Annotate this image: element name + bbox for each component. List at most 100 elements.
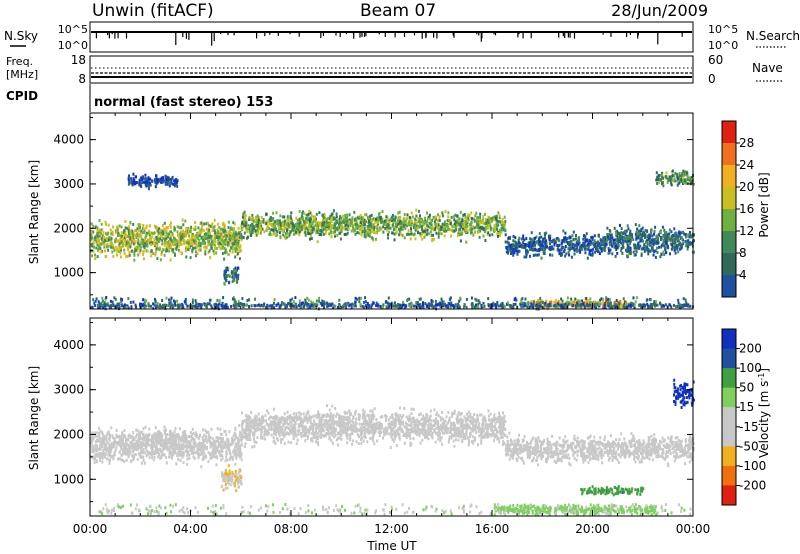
- power-cell: [660, 173, 662, 177]
- power-cell: [428, 225, 431, 229]
- power-cell: [157, 178, 160, 182]
- power-cell: [649, 298, 652, 302]
- power-cell: [244, 224, 247, 228]
- power-cell: [654, 303, 656, 306]
- power-cell: [492, 301, 495, 305]
- power-cell: [664, 303, 667, 307]
- power-cell: [346, 213, 349, 217]
- power-cell: [255, 233, 258, 237]
- power-cell: [223, 273, 226, 277]
- power-cell: [575, 234, 577, 237]
- power-cell: [307, 298, 310, 302]
- power-cell: [625, 236, 628, 240]
- power-cell: [285, 304, 288, 308]
- power-cell: [230, 246, 233, 250]
- power-cell: [421, 219, 424, 223]
- power-cell: [439, 304, 442, 308]
- power-cell: [538, 247, 541, 251]
- power-cell: [96, 232, 99, 236]
- power-cell: [150, 243, 153, 247]
- power-cell: [119, 251, 122, 255]
- power-cell: [647, 247, 650, 251]
- power-cell: [650, 305, 653, 309]
- power-cell: [408, 220, 411, 223]
- power-cell: [458, 222, 461, 226]
- power-cell: [169, 181, 172, 185]
- power-cell: [320, 233, 323, 237]
- power-cell: [484, 238, 487, 242]
- power-cell: [622, 232, 624, 235]
- power-cell: [686, 239, 689, 243]
- power-cell: [683, 172, 686, 176]
- power-cell: [373, 218, 376, 222]
- power-cell: [225, 279, 228, 282]
- power-y-tick-label: 1000: [53, 266, 84, 280]
- power-cell: [294, 296, 297, 300]
- power-cell: [430, 301, 433, 305]
- power-cell: [679, 174, 681, 178]
- power-cell: [109, 228, 112, 232]
- power-cell: [450, 215, 453, 219]
- power-cell: [495, 226, 498, 230]
- power-cell: [579, 303, 582, 307]
- power-cell: [486, 223, 489, 227]
- power-cell: [186, 232, 188, 236]
- power-cell: [309, 222, 312, 226]
- power-cell: [295, 216, 298, 220]
- power-cell: [218, 299, 221, 303]
- power-cell: [140, 302, 143, 306]
- power-cell: [248, 218, 251, 221]
- power-cell: [164, 174, 167, 178]
- power-cell: [291, 226, 294, 230]
- power-cell: [339, 223, 342, 227]
- power-cell: [616, 246, 619, 250]
- power-cell: [371, 222, 374, 226]
- power-cell: [489, 226, 492, 230]
- power-cell: [385, 215, 388, 219]
- power-cell: [513, 251, 516, 255]
- power-cell: [482, 215, 485, 219]
- power-cell: [222, 239, 225, 243]
- velocity-cell: [220, 458, 223, 462]
- power-cell: [186, 304, 189, 308]
- power-cell: [144, 183, 147, 186]
- velocity-cell: [192, 455, 195, 459]
- power-cell: [426, 228, 429, 232]
- power-cell: [200, 305, 203, 309]
- power-cell: [125, 254, 128, 258]
- power-cell: [300, 228, 303, 232]
- power-cell: [233, 300, 236, 304]
- power-cell: [488, 218, 491, 222]
- power-cell: [349, 224, 352, 228]
- power-cell: [354, 300, 357, 304]
- power-cell: [673, 233, 676, 237]
- power-cell: [656, 246, 659, 250]
- power-cell: [132, 177, 135, 181]
- power-cell: [570, 303, 573, 307]
- power-cell: [175, 177, 178, 181]
- power-cell: [465, 297, 468, 301]
- power-cell: [542, 250, 545, 254]
- power-cell: [685, 242, 688, 246]
- power-cell: [691, 178, 694, 181]
- power-cell: [327, 216, 330, 220]
- power-cell: [425, 228, 428, 232]
- power-cell: [338, 298, 341, 302]
- power-cell: [213, 234, 216, 238]
- power-cell: [286, 302, 289, 306]
- power-cell: [450, 234, 453, 238]
- power-cell: [142, 244, 145, 248]
- power-cell: [594, 300, 597, 304]
- power-cell: [406, 224, 409, 228]
- power-cell: [533, 243, 536, 247]
- power-cell: [403, 305, 406, 309]
- power-cell: [112, 225, 114, 229]
- power-cell: [382, 222, 385, 225]
- power-cell: [203, 222, 206, 226]
- power-cell: [399, 227, 402, 231]
- power-cell: [453, 305, 455, 309]
- power-cell: [544, 301, 547, 305]
- power-cell: [373, 230, 375, 234]
- power-cell: [588, 249, 591, 253]
- power-cell: [226, 266, 228, 270]
